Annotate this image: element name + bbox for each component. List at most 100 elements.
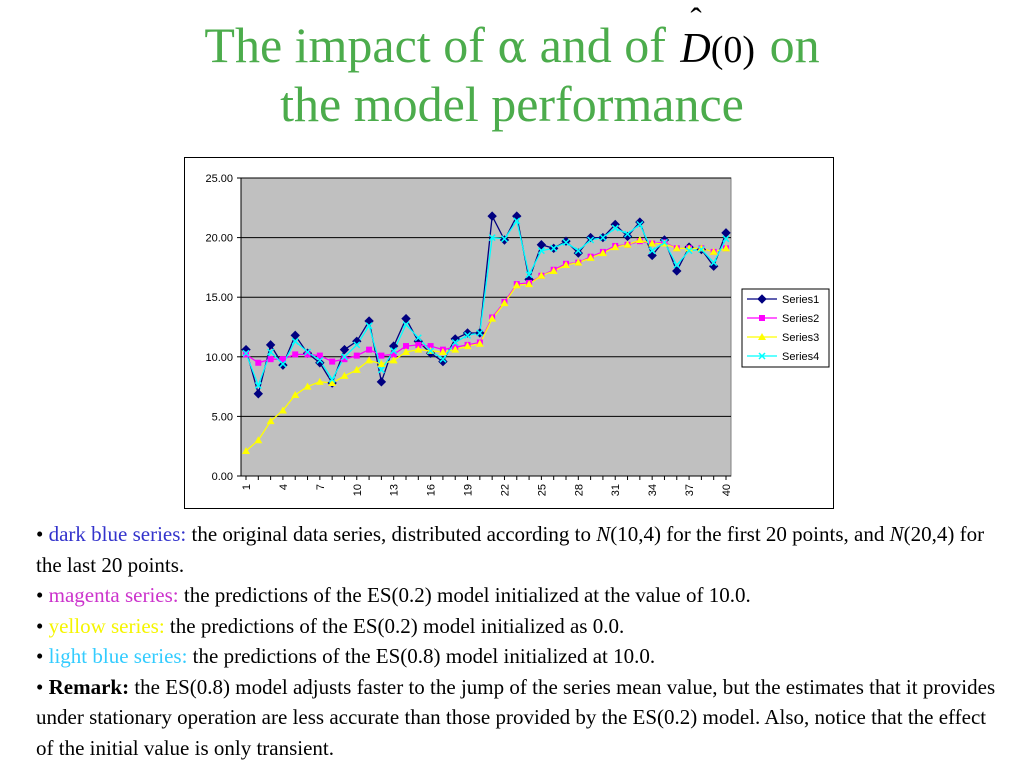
- note-text: (10,4) for the first 20 points, and: [610, 522, 890, 546]
- note-text: the original data series, distributed ac…: [186, 522, 597, 546]
- point-series1: [265, 340, 276, 350]
- point-series4: [574, 247, 582, 255]
- note-text: the predictions of the ES(0.2) model ini…: [164, 613, 625, 638]
- point-series4: [624, 230, 632, 238]
- point-series3: [475, 339, 484, 347]
- note-magenta: • magenta series: the predictions of the…: [36, 580, 996, 611]
- title-line-1: The impact of α and of ˆ D(0) on: [0, 2, 1024, 77]
- point-series3: [365, 356, 374, 364]
- point-series2: [304, 351, 311, 358]
- x-tick-label: 13: [389, 484, 401, 496]
- y-tick-label: 5.00: [212, 411, 233, 423]
- label-magenta: magenta series:: [48, 583, 179, 607]
- point-series1: [585, 232, 596, 243]
- legend-label: Series1: [782, 294, 819, 306]
- bullet: •: [36, 583, 49, 607]
- note-text: the ES(0.8) model adjusts faster to the …: [36, 674, 996, 760]
- label-remark: Remark:: [48, 674, 130, 699]
- alpha-symbol: α: [497, 22, 528, 73]
- point-series2: [390, 351, 397, 358]
- point-series1: [438, 356, 448, 367]
- x-tick-label: 10: [352, 484, 364, 496]
- point-series4: [710, 259, 718, 267]
- point-series1: [487, 211, 497, 221]
- point-series4: [340, 353, 348, 361]
- point-series3: [352, 365, 361, 373]
- y-tick-label: 15.00: [205, 292, 233, 304]
- point-series1: [462, 328, 473, 338]
- point-series2: [427, 343, 434, 350]
- point-series3: [623, 240, 632, 248]
- point-series4: [587, 236, 595, 244]
- title-text-a: The impact of: [204, 17, 498, 73]
- point-series3: [278, 406, 287, 414]
- point-series1: [672, 266, 682, 276]
- point-series4: [328, 375, 336, 383]
- legend: [741, 288, 830, 368]
- point-series4: [697, 245, 705, 254]
- point-series1: [499, 235, 510, 245]
- point-series3: [438, 348, 447, 356]
- y-tick-label: 10.00: [205, 352, 233, 364]
- point-series3: [340, 371, 349, 379]
- point-series4: [242, 349, 250, 357]
- point-series4: [488, 234, 496, 242]
- notes: • dark blue series: the original data se…: [36, 519, 996, 763]
- normal-symbol: N: [596, 522, 611, 546]
- x-tick-label: 25: [536, 484, 548, 496]
- bullet: •: [36, 674, 49, 699]
- slide-title: The impact of α and of ˆ D(0) on the mode…: [0, 2, 1024, 131]
- point-series4: [673, 261, 681, 269]
- point-series2: [378, 352, 385, 359]
- point-series1: [315, 358, 325, 368]
- point-series3: [389, 356, 398, 364]
- point-series3: [525, 280, 534, 288]
- point-series3: [672, 244, 681, 252]
- point-series4: [500, 235, 508, 243]
- point-series4: [316, 356, 324, 364]
- line-chart: 0.00 5.00 10.00 15.00 20.00 25.00 1 4 7 10 13 16 19 2…: [205, 173, 830, 496]
- normal-symbol: N: [889, 522, 904, 546]
- note-text: the predictions of the ES(0.2) model ini…: [178, 583, 751, 607]
- point-series2: [292, 351, 299, 358]
- point-series3: [562, 261, 570, 269]
- point-series2: [353, 352, 360, 359]
- point-series3: [549, 266, 558, 274]
- point-series4: [550, 244, 558, 252]
- note-text: the predictions of the ES(0.8) model ini…: [187, 644, 656, 668]
- point-series3: [451, 345, 460, 353]
- point-series4: [525, 271, 533, 279]
- point-series3: [586, 253, 595, 261]
- point-series3: [402, 348, 410, 356]
- point-series2: [341, 356, 348, 363]
- point-series1: [573, 248, 584, 258]
- point-series4: [254, 381, 262, 389]
- legend-marker: [758, 333, 766, 340]
- point-series2: [415, 341, 422, 348]
- point-series2: [366, 346, 373, 353]
- point-series3: [598, 249, 607, 257]
- x-tick-label: 34: [647, 484, 659, 496]
- x-tick-label: 22: [499, 484, 511, 496]
- point-series4: [513, 217, 521, 225]
- point-series4: [279, 360, 287, 368]
- d-letter: D: [680, 26, 711, 72]
- legend-marker: [758, 352, 766, 360]
- title-text-c: on: [757, 17, 820, 73]
- point-series4: [267, 348, 275, 356]
- point-series4: [365, 322, 373, 330]
- point-series1: [290, 330, 300, 341]
- point-series1: [339, 344, 350, 355]
- point-series3: [697, 244, 706, 252]
- point-series1: [376, 377, 387, 387]
- x-tick-label: 4: [278, 484, 290, 490]
- point-series4: [562, 238, 570, 246]
- point-series4: [636, 220, 644, 229]
- point-series4: [377, 366, 385, 374]
- point-series3: [611, 243, 620, 251]
- point-series3: [709, 247, 718, 255]
- x-tick-label: 40: [721, 484, 733, 496]
- chart-frame: 0.00 5.00 10.00 15.00 20.00 25.00 1 4 7 10 13 16 19 2…: [184, 157, 834, 509]
- point-series4: [722, 235, 730, 243]
